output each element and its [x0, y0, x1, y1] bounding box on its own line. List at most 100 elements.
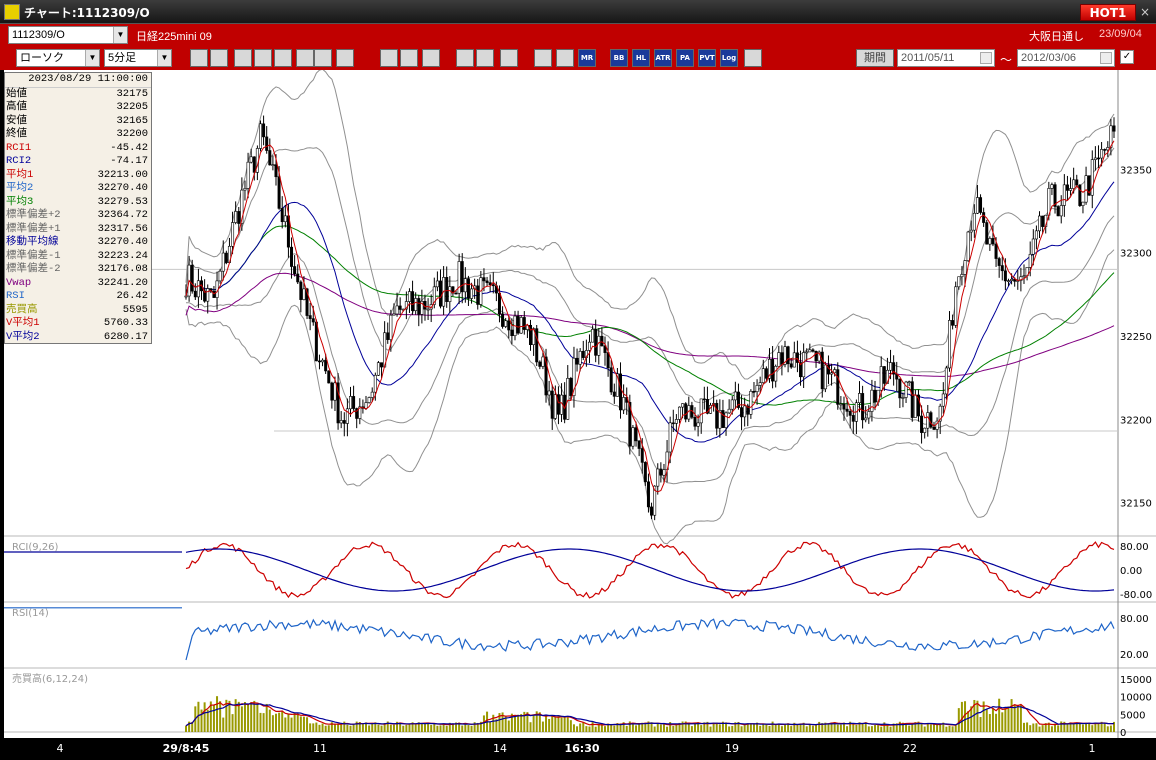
volume-bar	[849, 721, 852, 732]
candle-body	[1028, 253, 1032, 268]
pattern-icon[interactable]	[500, 49, 518, 67]
volume-bar	[482, 715, 485, 732]
chevron-down-icon[interactable]: ▼	[85, 50, 99, 66]
volume-bar	[538, 712, 541, 732]
calendar-icon[interactable]	[980, 52, 992, 64]
candle-body	[1069, 188, 1073, 191]
info-row: RCI2 -74.17	[5, 155, 151, 169]
volume-bar	[793, 722, 796, 732]
volume-bar	[458, 722, 461, 732]
info-value: 32270.40	[97, 236, 148, 248]
candle-body	[1013, 278, 1017, 282]
volume-bar	[315, 722, 318, 732]
pen-icon[interactable]	[400, 49, 418, 67]
rci1-line	[185, 541, 1115, 599]
volume-bar	[259, 712, 262, 732]
volume-bar	[526, 712, 529, 732]
volume-bar	[737, 721, 740, 732]
chart-type-select[interactable]: ローソク ▼	[16, 49, 100, 67]
candle-body	[1038, 215, 1042, 232]
candle-body	[612, 391, 616, 397]
hot-button[interactable]: HOT1	[1080, 4, 1136, 21]
y-tick-label: 32250	[1120, 332, 1152, 343]
volume-bar	[389, 724, 392, 732]
cursor-icon[interactable]	[210, 49, 228, 67]
info-datetime: 2023/08/29 11:00:00	[5, 73, 151, 88]
volume-bar	[985, 709, 988, 732]
arrow-icon[interactable]	[314, 49, 332, 67]
bb-button[interactable]: BB	[610, 49, 628, 67]
chart-area[interactable]: 32350 32300 32250 32200 32150 RCI(9,26) 80.00 0…	[4, 70, 1156, 760]
magnet-icon[interactable]	[234, 49, 252, 67]
candle-body	[823, 364, 827, 390]
volume-bar	[656, 723, 659, 732]
volume-bar	[361, 724, 364, 732]
search-icon[interactable]	[190, 49, 208, 67]
atr-button[interactable]: ATR	[654, 49, 672, 67]
export-icon[interactable]	[744, 49, 762, 67]
candle-body	[463, 278, 467, 293]
volume-avg2-line	[185, 703, 1115, 727]
candle-body	[727, 408, 731, 414]
candle-body	[448, 286, 452, 302]
zoom-icon[interactable]	[254, 49, 272, 67]
period-button[interactable]: 期間	[856, 49, 894, 67]
to-date-field[interactable]: 2012/03/06	[1017, 49, 1115, 67]
color-icon[interactable]	[422, 49, 440, 67]
candle-body	[293, 266, 297, 275]
trendline-icon[interactable]	[274, 49, 292, 67]
line-icon[interactable]	[336, 49, 354, 67]
volume-bar	[250, 702, 253, 732]
info-label: 平均3	[6, 195, 34, 208]
y-tick-label: 32350	[1120, 165, 1152, 176]
candle-body	[234, 211, 238, 223]
info-label: 標準偏差-2	[6, 263, 61, 275]
from-date-field[interactable]: 2011/05/11	[897, 49, 995, 67]
rci2-line	[185, 548, 1115, 592]
candle-body	[677, 406, 681, 420]
palette-icon[interactable]	[556, 49, 574, 67]
pa-button[interactable]: PA	[676, 49, 694, 67]
fibonacci-icon[interactable]	[296, 49, 314, 67]
apply-checkbox[interactable]: ✓	[1120, 50, 1134, 64]
log-button[interactable]: Log	[720, 49, 738, 67]
volume-bar	[532, 714, 535, 732]
candle-body	[643, 462, 647, 483]
tool-icon[interactable]	[534, 49, 552, 67]
volume-bar	[973, 699, 976, 732]
volume-bar	[541, 721, 544, 732]
symbol-select[interactable]: 1112309/O ▼	[8, 26, 128, 44]
volume-bar	[386, 721, 389, 732]
candle-body	[963, 260, 967, 275]
volume-bar	[1100, 721, 1103, 732]
mr-button[interactable]: MR	[578, 49, 596, 67]
close-icon[interactable]: ×	[1139, 5, 1151, 19]
calendar-icon[interactable]	[1100, 52, 1112, 64]
info-row: 標準偏差-2 32176.08	[5, 263, 151, 277]
select-icon[interactable]	[380, 49, 398, 67]
price-chart[interactable]: 32350 32300 32250 32200 32150 RCI(9,26) 80.00 0…	[4, 70, 1156, 760]
info-label: 平均1	[6, 168, 34, 181]
pvt-button[interactable]: PVT	[698, 49, 716, 67]
info-row: V平均2 6280.17	[5, 331, 151, 345]
candle-body	[609, 367, 613, 393]
x-tick-label: 11	[313, 742, 327, 755]
interval-select[interactable]: 5分足 ▼	[104, 49, 172, 67]
volume-bar	[818, 721, 821, 732]
volume-bar	[299, 716, 302, 732]
erase-icon[interactable]	[456, 49, 474, 67]
candle-body	[556, 394, 560, 415]
candle-body	[342, 420, 346, 424]
candle-body	[491, 284, 495, 287]
chevron-down-icon[interactable]: ▼	[157, 50, 171, 66]
candle-body	[674, 419, 678, 424]
chevron-down-icon[interactable]: ▼	[113, 27, 127, 43]
candle-body	[389, 314, 393, 340]
info-label: RCI2	[6, 155, 32, 167]
candle-body	[1081, 201, 1085, 206]
hl-button[interactable]: HL	[632, 49, 650, 67]
volume-bar	[1004, 706, 1007, 732]
volume-bar	[476, 722, 479, 732]
candle-body	[615, 373, 619, 397]
all-icon[interactable]	[476, 49, 494, 67]
